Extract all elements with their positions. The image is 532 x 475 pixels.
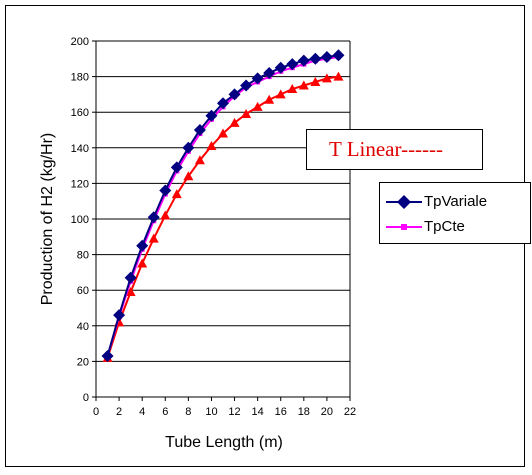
series-2-point: [218, 128, 228, 138]
series-0-point: [136, 239, 149, 252]
x-tick-label: 18: [298, 406, 310, 418]
x-tick-label: 10: [205, 406, 217, 418]
series-2-point: [264, 94, 275, 104]
y-tick-label: 140: [71, 143, 89, 155]
legend-marker-tpvariale: [386, 195, 422, 209]
series-2-point: [333, 71, 344, 81]
series-0-point: [274, 61, 287, 74]
y-tick-label: 180: [71, 72, 89, 84]
x-tick-label: 12: [228, 406, 240, 418]
y-tick-label: 60: [77, 285, 89, 297]
legend-marker-tpcte: [386, 224, 422, 230]
legend: TpVariale TpCte: [379, 182, 531, 244]
series-0-point: [228, 88, 241, 101]
annotation-text: T Linear------: [329, 137, 444, 161]
x-tick-label: 14: [252, 406, 264, 418]
x-tick-label: 0: [93, 406, 99, 418]
y-tick-label: 40: [77, 321, 89, 333]
y-tick-label: 0: [83, 392, 89, 404]
series-2-point: [321, 73, 332, 83]
x-tick-label: 2: [116, 406, 122, 418]
legend-item-tpcte: TpCte: [380, 216, 530, 238]
series-0-point: [170, 161, 183, 174]
series-2-point: [241, 108, 252, 118]
series-0-point: [113, 309, 126, 322]
series-2-point: [252, 101, 263, 111]
y-tick-label: 100: [71, 214, 89, 226]
y-tick-label: 80: [77, 250, 89, 262]
tick-labels: 0 20 40 60 80 100 120 140 160 180 200 0 2 4 6 8 10 12 14 16…: [71, 36, 356, 418]
annotation-box: T Linear------: [306, 129, 483, 170]
series-0-point: [263, 67, 276, 80]
series-2-point: [298, 80, 309, 90]
legend-label-tpvariale: TpVariale: [424, 193, 488, 210]
series-0-point: [147, 211, 160, 224]
series-0-point: [240, 79, 253, 92]
series-0-point: [193, 124, 206, 136]
series-2-point: [183, 171, 194, 181]
x-tick-label: 16: [275, 406, 287, 418]
series-0-point: [159, 184, 172, 197]
series-2-point: [125, 286, 136, 296]
series-0-point: [124, 271, 137, 284]
series-2-point: [275, 89, 286, 99]
series-0-point: [297, 54, 310, 67]
series-2-point: [206, 141, 217, 151]
x-tick-label: 22: [344, 406, 356, 418]
series-2-point: [229, 117, 240, 127]
y-tick-label: 120: [71, 178, 89, 190]
series-2-point: [287, 84, 298, 94]
y-axis-title: Production of H2 (kg/Hr): [39, 133, 56, 306]
series-2-line: [106, 75, 339, 359]
x-tick-label: 20: [321, 406, 333, 418]
gridlines: [96, 40, 350, 362]
axes: [92, 40, 351, 401]
series-2-point: [137, 258, 148, 268]
series-2-point: [160, 210, 171, 220]
series-0-point: [286, 58, 299, 71]
series-0-point: [320, 51, 333, 64]
y-tick-label: 20: [77, 356, 89, 368]
series-2-point: [194, 155, 205, 165]
series-0-point: [182, 141, 195, 154]
series-0-point: [101, 350, 114, 363]
series-0-point: [217, 97, 229, 110]
series: [101, 49, 345, 363]
series-2-point: [148, 233, 159, 243]
x-axis-title: Tube Length (m): [165, 434, 283, 451]
y-tick-label: 200: [71, 36, 89, 48]
x-tick-label: 8: [185, 406, 191, 418]
series-0-point: [332, 49, 345, 62]
legend-item-tpvariale: TpVariale: [380, 191, 530, 213]
series-2-point: [310, 76, 321, 86]
y-tick-label: 160: [71, 107, 89, 119]
series-0-point: [251, 72, 264, 85]
series-2-point: [171, 189, 182, 199]
series-0-point: [309, 52, 322, 65]
series-0-point: [205, 109, 218, 122]
x-tick-label: 6: [162, 406, 168, 418]
x-tick-label: 4: [139, 406, 145, 418]
legend-label-tpcte: TpCte: [424, 218, 465, 235]
